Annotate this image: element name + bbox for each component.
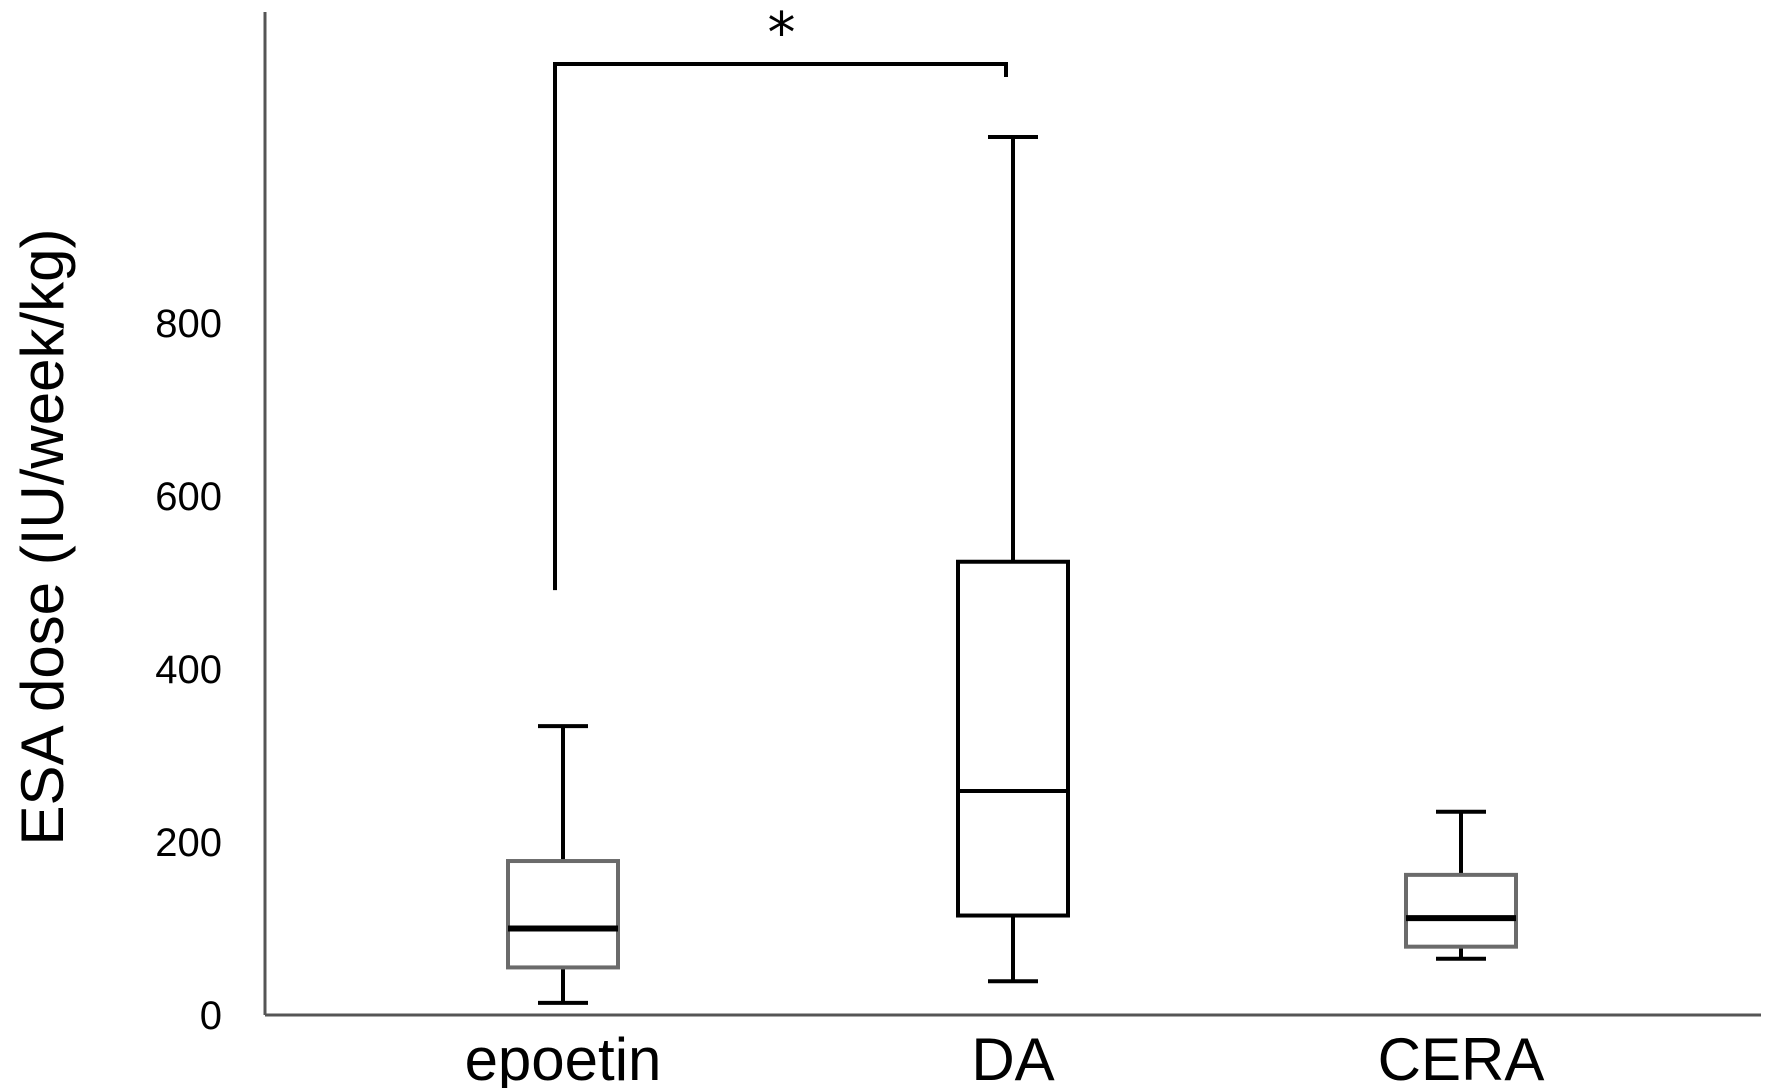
x-category-label: DA bbox=[971, 1026, 1054, 1088]
bracket-line bbox=[553, 62, 1008, 591]
iqr-box bbox=[956, 559, 1070, 918]
x-category-label: epoetin bbox=[465, 1026, 662, 1088]
y-tick-label: 800 bbox=[155, 302, 222, 346]
x-axis: epoetin DA CERA bbox=[265, 1013, 1761, 1088]
boxes bbox=[506, 135, 1518, 1005]
y-tick-label: 600 bbox=[155, 475, 222, 519]
x-category-label: CERA bbox=[1378, 1026, 1545, 1088]
y-tick-label: 0 bbox=[200, 994, 222, 1038]
iqr-box bbox=[506, 859, 620, 970]
y-tick-label: 200 bbox=[155, 821, 222, 865]
y-axis-title: ESA dose (IU/week/kg) bbox=[9, 229, 76, 846]
iqr-box bbox=[1404, 872, 1518, 949]
significance-bracket: * bbox=[553, 1, 1008, 591]
box-cera bbox=[1404, 809, 1518, 961]
y-tick-label: 400 bbox=[155, 648, 222, 692]
significance-star: * bbox=[768, 1, 796, 66]
box-epoetin bbox=[506, 724, 620, 1005]
box-da bbox=[956, 135, 1070, 984]
y-axis: 0 200 400 600 800 bbox=[155, 12, 267, 1038]
